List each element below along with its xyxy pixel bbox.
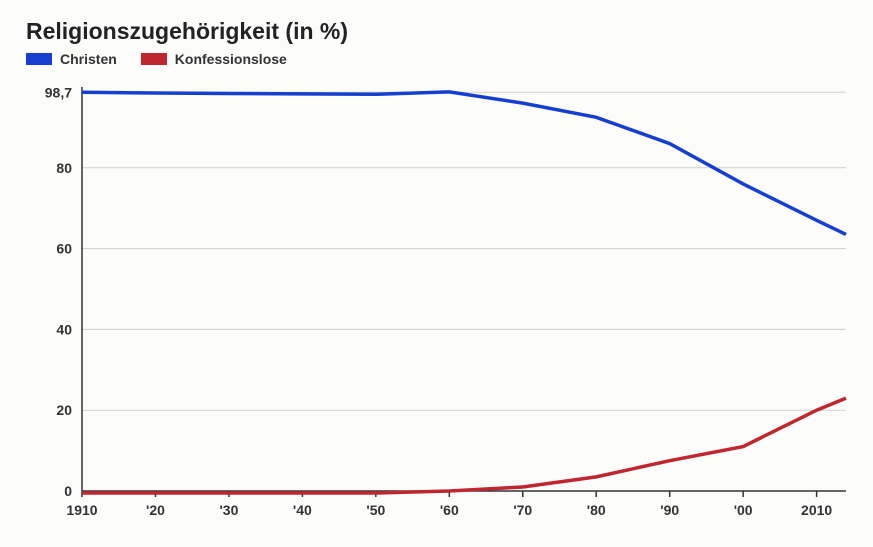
- x-axis-label: '80: [587, 502, 606, 518]
- chart-svg: 0 20 40 60 80 98,7 1910 '20 '30 '40 '50 '60 '70 '80 '9…: [26, 83, 850, 533]
- x-axis-label: '40: [293, 502, 312, 518]
- y-axis-label: 0: [64, 483, 72, 499]
- x-axis-label: '00: [734, 502, 753, 518]
- x-axis-label: 1910: [66, 502, 97, 518]
- x-axis-label: 2010: [801, 502, 832, 518]
- legend-swatch-konfessionslose: [141, 53, 167, 65]
- series-line-0: [82, 92, 846, 235]
- x-axis-label: '50: [366, 502, 385, 518]
- y-axis-label: 40: [56, 321, 72, 337]
- legend-swatch-christen: [26, 53, 52, 65]
- chart-container: Religionszugehörigkeit (in %) Christen K…: [0, 0, 873, 547]
- legend: Christen Konfessionslose: [26, 51, 865, 67]
- legend-item-konfessionslose: Konfessionslose: [141, 51, 287, 67]
- x-axis-label: '30: [219, 502, 238, 518]
- legend-label-konfessionslose: Konfessionslose: [175, 51, 287, 67]
- chart-title: Religionszugehörigkeit (in %): [26, 18, 865, 45]
- y-axis-label: 98,7: [45, 84, 72, 100]
- y-axis-label: 80: [56, 160, 72, 176]
- series-line-1: [82, 398, 846, 493]
- y-axis-label: 60: [56, 241, 72, 257]
- legend-item-christen: Christen: [26, 51, 117, 67]
- x-axis-label: '20: [146, 502, 165, 518]
- x-axis-label: '70: [513, 502, 532, 518]
- chart-plot: 0 20 40 60 80 98,7 1910 '20 '30 '40 '50 '60 '70 '80 '9…: [26, 83, 850, 533]
- y-axis-label: 20: [56, 402, 72, 418]
- x-axis-label: '60: [440, 502, 459, 518]
- x-axis-label: '90: [660, 502, 679, 518]
- legend-label-christen: Christen: [60, 51, 117, 67]
